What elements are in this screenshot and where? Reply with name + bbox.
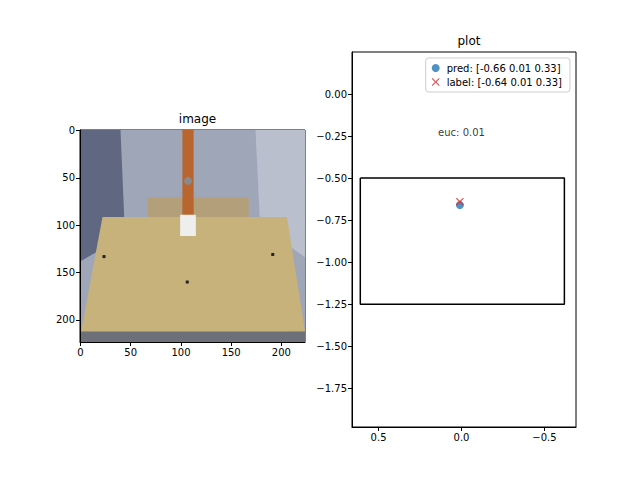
svg-text:0.00: 0.00 [325,89,347,100]
svg-text:label: [-0.64 0.01 0.33]: label: [-0.64 0.01 0.33] [447,77,562,88]
svg-text:−1.25: −1.25 [316,299,347,310]
svg-text:150: 150 [56,267,75,278]
svg-text:−1.00: −1.00 [316,257,347,268]
svg-text:pred: [-0.66 0.01 0.33]: pred: [-0.66 0.01 0.33] [447,63,561,74]
svg-text:−0.75: −0.75 [316,215,347,226]
svg-text:−0.25: −0.25 [316,131,347,142]
svg-text:150: 150 [222,347,241,358]
svg-text:image: image [179,112,216,126]
svg-text:0.5: 0.5 [371,432,387,443]
svg-text:−0.5: −0.5 [532,432,556,443]
svg-text:0.0: 0.0 [454,432,470,443]
svg-text:100: 100 [171,347,190,358]
svg-text:−0.50: −0.50 [316,173,347,184]
svg-text:euc: 0.01: euc: 0.01 [438,127,485,138]
svg-text:plot: plot [458,34,481,48]
svg-text:100: 100 [56,220,75,231]
svg-text:200: 200 [56,314,75,325]
svg-text:200: 200 [272,347,291,358]
svg-text:50: 50 [124,347,137,358]
svg-text:0: 0 [77,347,83,358]
svg-text:50: 50 [62,172,75,183]
svg-text:−1.50: −1.50 [316,341,347,352]
svg-text:−1.75: −1.75 [316,383,347,394]
svg-text:0: 0 [69,125,75,136]
